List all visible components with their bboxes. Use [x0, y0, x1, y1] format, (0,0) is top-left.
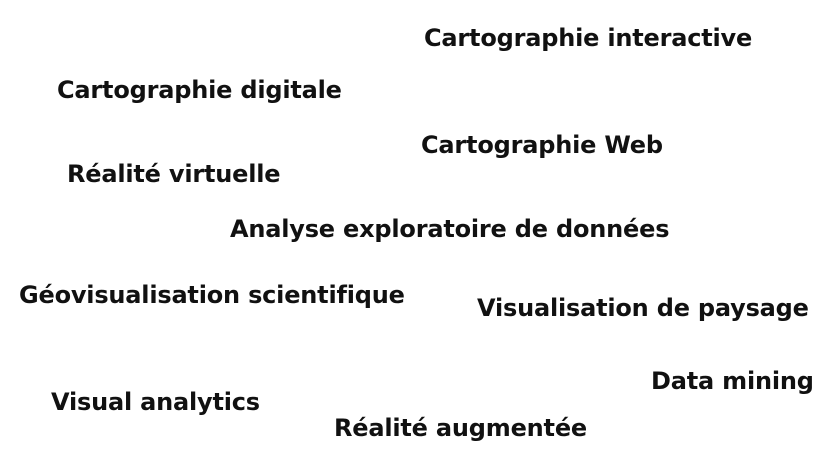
term-visual-analytics: Visual analytics [51, 388, 260, 416]
term-cartographie-web: Cartographie Web [421, 131, 663, 159]
term-realite-augmentee: Réalité augmentée [334, 414, 587, 442]
term-realite-virtuelle: Réalité virtuelle [67, 160, 281, 188]
term-data-mining: Data mining [651, 367, 814, 395]
term-cartographie-interactive: Cartographie interactive [424, 24, 753, 52]
term-geovisualisation: Géovisualisation scientifique [19, 281, 405, 309]
term-visualisation-paysage: Visualisation de paysage [477, 294, 809, 322]
term-cartographie-digitale: Cartographie digitale [57, 76, 342, 104]
term-analyse-exploratoire: Analyse exploratoire de données [230, 215, 670, 243]
